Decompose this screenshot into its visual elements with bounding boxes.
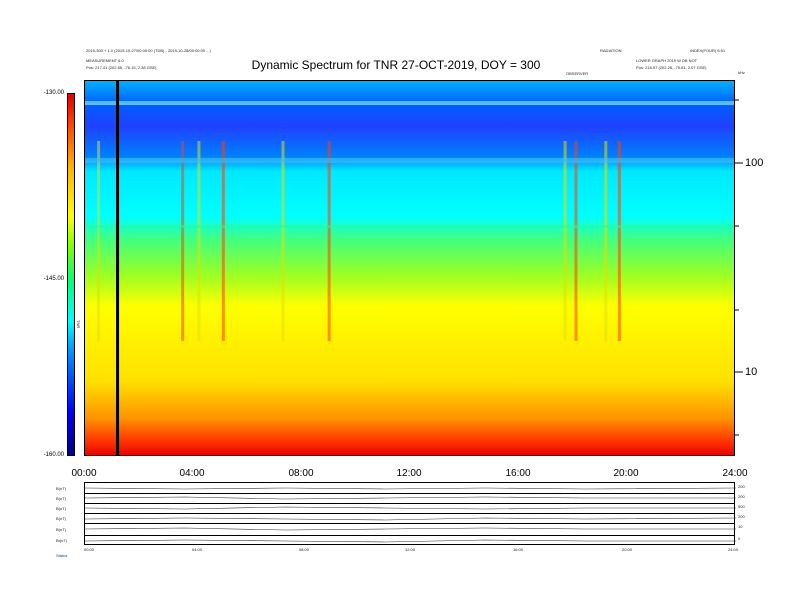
burst-layer — [97, 141, 621, 341]
x-tick-1200: 12:00 — [396, 468, 422, 479]
status-label: Status — [56, 553, 68, 558]
trace-line — [85, 506, 736, 510]
lower-x-tick: 08:00 — [299, 547, 310, 552]
trace-line — [85, 487, 736, 490]
lower-label-2: B(nT) — [56, 496, 66, 501]
header-top-right-id: INDEX(FOUR) 6:51 — [690, 48, 726, 53]
radio-burst-streak — [281, 141, 285, 341]
chart-title: Dynamic Spectrum for TNR 27-OCT-2019, DO… — [251, 58, 541, 72]
lower-right-5: 10 — [738, 524, 743, 529]
colorbar-label-mid: -145.00 — [43, 276, 64, 282]
trace-line — [85, 539, 736, 543]
trace-line — [85, 527, 736, 531]
radio-burst-streak — [617, 141, 621, 341]
radio-burst-streak — [181, 141, 185, 341]
colorbar-unit-label: TNR — [76, 320, 81, 329]
colorbar-label-top: -130.00 — [43, 90, 64, 96]
panel-divider — [85, 513, 734, 514]
y-tick-100: 100 — [745, 157, 764, 169]
band-line — [85, 225, 734, 228]
y-axis-ticks — [735, 99, 743, 436]
colorbar-label-bottom: -160.00 — [43, 452, 64, 458]
x-tick-0000: 00:00 — [71, 468, 97, 479]
radio-burst-streak — [574, 141, 578, 341]
lower-label-4: B(nT) — [56, 516, 66, 521]
trace-line — [85, 517, 736, 521]
lower-right-2: 200 — [738, 494, 745, 499]
lower-x-tick: 20:00 — [622, 547, 633, 552]
header-left-line2: MEASUREMENT 6.0 — [86, 58, 124, 63]
panel-divider — [85, 535, 734, 536]
header-right-line2: LOWER GRAPH 2019 W DB NOT — [636, 58, 698, 63]
dynamic-spectrum-plot — [84, 80, 735, 456]
lower-x-tick: 12:00 — [405, 547, 416, 552]
radio-burst-streak — [604, 141, 608, 341]
header-right-line3: Pos: 216.97 (202.28, -75.81, 2.07 GSE) — [636, 65, 707, 70]
lower-x-tick: 24:00 — [728, 547, 739, 552]
y-tick-10: 10 — [745, 366, 758, 378]
lower-label-5: B(nT) — [56, 527, 66, 532]
lower-x-tick: 04:00 — [192, 547, 203, 552]
x-tick-0400: 04:00 — [179, 468, 205, 479]
radio-burst-streak — [563, 141, 567, 341]
colorbar — [67, 93, 75, 456]
lower-x-tick: 00:00 — [84, 547, 95, 552]
x-tick-2000: 20:00 — [613, 468, 639, 479]
lower-label-1: B(nT) — [56, 486, 66, 491]
lower-x-tick: 16:00 — [513, 547, 524, 552]
radio-burst-streak — [197, 141, 201, 341]
lower-right-4: 200 — [738, 514, 745, 519]
panel-divider — [85, 493, 734, 494]
x-tick-2400: 24:00 — [722, 468, 748, 479]
panel-divider — [85, 523, 734, 524]
lower-label-3: B(nT) — [56, 506, 66, 511]
lower-timeseries-panel — [84, 482, 736, 545]
header-left-line3: Pos: 217.41 (202.55, -76.15, 2.38 GSE) — [86, 65, 157, 70]
lower-right-6: 0 — [738, 536, 741, 541]
spectrum-background — [85, 81, 734, 455]
band-line — [85, 101, 734, 105]
panel-divider — [85, 503, 734, 504]
radio-burst-streak — [327, 141, 331, 341]
header-mid-label: OBSERVER — [566, 71, 589, 76]
trace-line — [85, 496, 736, 500]
khz-unit-label: kHz — [738, 70, 745, 75]
lower-label-6: Bt(nT) — [56, 538, 68, 543]
lower-right-1: 200 — [738, 484, 745, 489]
lower-traces — [85, 487, 736, 543]
radio-burst-streak — [97, 141, 101, 341]
radio-burst-streak — [221, 141, 225, 341]
header-right-line1: RADIATION — [600, 48, 622, 53]
x-tick-1600: 16:00 — [505, 468, 531, 479]
x-tick-0800: 08:00 — [288, 468, 314, 479]
header-left-line1: 2019-300 + 1.0 (2019-10-27/00:00:00 (TDB… — [86, 48, 211, 53]
lower-right-3: 500 — [738, 504, 745, 509]
band-line — [85, 158, 734, 163]
